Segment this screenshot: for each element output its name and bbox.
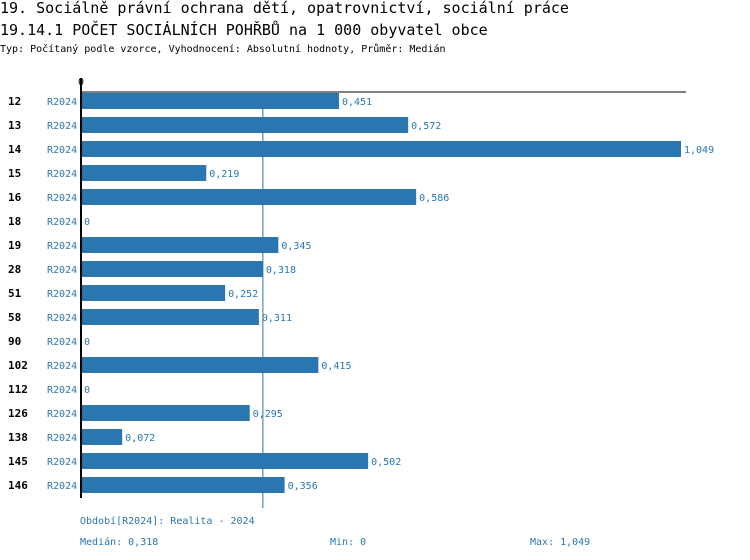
bar [81,93,339,109]
series-label: R2024 [47,433,77,444]
series-label: R2024 [47,337,77,348]
data-label: 0,502 [371,457,401,468]
series-label: R2024 [47,313,77,324]
data-label: 0,318 [266,265,296,276]
series-label: R2024 [47,241,77,252]
data-label: 0,586 [419,193,449,204]
series-label: R2024 [47,385,77,396]
category-label: 16 [8,191,22,204]
data-label: 0,311 [262,313,292,324]
series-label: R2024 [47,97,77,108]
bar [81,237,279,253]
category-label: 51 [8,287,22,300]
series-label: R2024 [47,217,77,228]
bar [81,117,409,133]
category-label: 28 [8,263,21,276]
footer-period: Období[R2024]: Realita - 2024 [80,516,255,527]
category-label: 112 [8,383,28,396]
category-label: 13 [8,119,21,132]
category-label: 138 [8,431,28,444]
series-label: R2024 [47,457,77,468]
bar [81,357,319,373]
data-label: 0 [84,385,90,396]
data-label: 1,049 [684,145,714,156]
category-label: 58 [8,311,21,324]
data-label: 0 [84,337,90,348]
bar [81,429,123,445]
bar [81,477,285,493]
bar-chart: 0 12 R2024 0,451 13 R2024 0,572 14 R2024 1,049 15 R… [8,77,714,508]
data-label: 0,072 [125,433,155,444]
category-label: 19 [8,239,21,252]
data-label: 0,345 [281,241,311,252]
data-label: 0,295 [253,409,283,420]
category-label: 102 [8,359,28,372]
data-label: 0 [84,217,90,228]
bar [81,165,207,181]
series-label: R2024 [47,409,77,420]
chart-indicator-title: 19.14.1 POČET SOCIÁLNÍCH POHŘBŮ na 1 000… [0,21,488,39]
series-label: R2024 [47,361,77,372]
bar [81,285,226,301]
series-label: R2024 [47,121,77,132]
category-label: 126 [8,407,28,420]
chart-subtitle: Typ: Počítaný podle vzorce, Vyhodnocení:… [0,44,446,55]
footer-max: Max: 1,049 [530,537,591,548]
category-label: 146 [8,479,28,492]
data-label: 0,356 [288,481,318,492]
series-label: R2024 [47,481,77,492]
category-label: 15 [8,167,21,180]
bar [81,405,250,421]
data-label: 0,252 [228,289,258,300]
data-label: 0,451 [342,97,372,108]
series-label: R2024 [47,193,77,204]
category-label: 90 [8,335,21,348]
bar [81,189,417,205]
series-label: R2024 [47,145,77,156]
category-label: 18 [8,215,21,228]
series-label: R2024 [47,265,77,276]
footer-min: Min: 0 [330,537,367,548]
chart-title: 19. Sociálně právní ochrana dětí, opatro… [0,0,569,17]
data-label: 0,572 [411,121,441,132]
data-label: 0,415 [321,361,351,372]
category-label: 145 [8,455,28,468]
bar [81,141,681,157]
series-label: R2024 [47,169,77,180]
series-label: R2024 [47,289,77,300]
bar [81,309,259,325]
category-label: 12 [8,95,21,108]
footer-median: Medián: 0,318 [80,537,159,548]
bar [81,453,369,469]
category-label: 14 [8,143,22,156]
bar [81,261,263,277]
data-label: 0,219 [209,169,239,180]
